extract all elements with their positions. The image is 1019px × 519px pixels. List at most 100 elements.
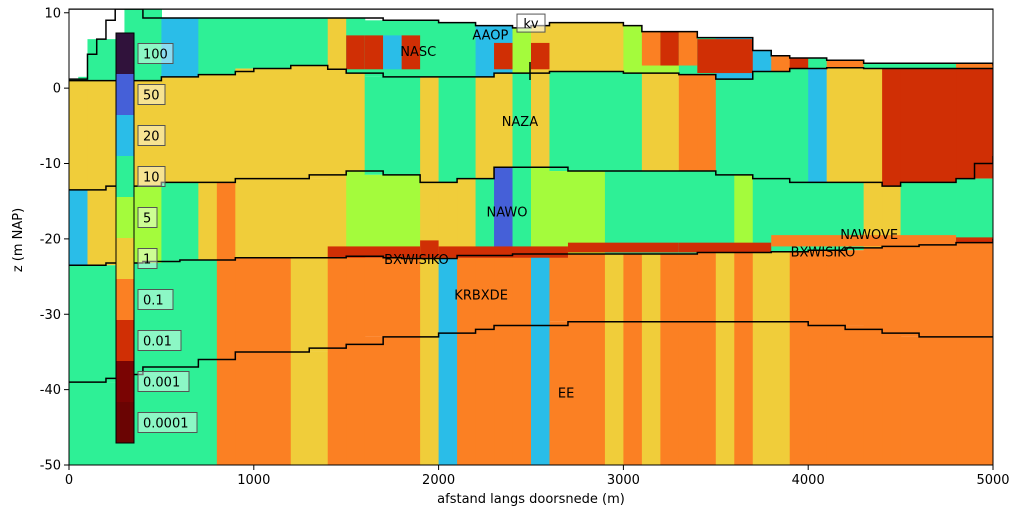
x-axis: 0 1000 2000 3000 4000 5000	[65, 465, 1010, 488]
layer-cell	[216, 182, 236, 260]
layer-cell	[438, 22, 458, 77]
thin-layer	[494, 42, 513, 70]
layer-cell	[789, 68, 809, 183]
layer-boundary-line	[69, 64, 993, 82]
layer-cell	[956, 178, 993, 243]
colorbar-label: 10	[143, 171, 160, 186]
layer-cell	[494, 325, 514, 465]
layer-cell	[900, 68, 957, 183]
layer-cell	[660, 171, 680, 254]
colorbar-segment	[116, 33, 134, 75]
layer-cell	[235, 257, 292, 352]
layer-cell	[734, 321, 754, 465]
layer-cell	[69, 265, 89, 383]
colorbar-segment	[116, 238, 134, 280]
layer-cell	[290, 65, 329, 179]
layer-cell	[604, 22, 624, 72]
layer-label: NAZA	[502, 115, 539, 130]
layer-cell	[161, 76, 199, 183]
layer-cell	[290, 178, 329, 258]
layer-cell	[863, 329, 883, 465]
x-tick-label: 1000	[237, 473, 270, 488]
colorbar-segment	[116, 361, 134, 403]
layer-cell	[235, 18, 292, 69]
layer-cell	[549, 253, 606, 322]
layer-cell	[752, 252, 772, 322]
colorbar-segment	[116, 197, 134, 239]
layer-cell	[808, 57, 828, 69]
layer-cell	[752, 71, 772, 179]
thin-layer	[678, 31, 698, 66]
layer-cell	[457, 22, 477, 77]
layer-cell	[789, 182, 809, 252]
thin-layer	[401, 35, 421, 70]
layer-cell	[549, 22, 606, 72]
layer-cell	[678, 253, 698, 322]
thin-layer	[660, 31, 679, 66]
y-axis-label: z (m NAP)	[11, 208, 26, 272]
layer-cell	[549, 71, 606, 172]
layer-cell	[678, 74, 698, 172]
layer-cell	[752, 50, 772, 72]
layer-cell	[235, 68, 292, 179]
colorbar-label: 0.1	[143, 294, 164, 309]
plot-frame	[68, 8, 994, 466]
layer-cell	[512, 167, 532, 254]
layer-cell	[826, 67, 865, 183]
layer-label: NAWO	[486, 206, 527, 221]
layer-cell	[161, 261, 199, 368]
layer-cell	[549, 171, 606, 254]
layer-cell	[457, 255, 477, 334]
layer-cell	[882, 333, 902, 465]
colorbar-label-box	[137, 84, 166, 105]
thin-layer	[641, 31, 661, 66]
layer-cell	[327, 174, 347, 258]
layer-cell	[623, 73, 643, 172]
layer-cell	[641, 321, 661, 465]
layer-cell	[494, 255, 514, 326]
layer-cell	[69, 80, 89, 190]
layer-cell	[475, 255, 495, 330]
layer-cell	[956, 242, 993, 337]
colorbar-label: 5	[143, 212, 151, 227]
layer-cell	[771, 321, 791, 465]
layer-cell	[900, 63, 957, 69]
layer-cell	[161, 182, 199, 262]
layer-cell	[494, 73, 514, 168]
thin-layer	[567, 242, 679, 253]
layer-cell	[457, 76, 477, 179]
layer-boundary-line	[69, 9, 993, 80]
thin-layer	[531, 42, 550, 70]
layer-cell	[290, 18, 329, 66]
layer-cell	[956, 336, 993, 465]
colorbar-label: 50	[143, 89, 160, 104]
colorbar-label: 100	[143, 48, 168, 63]
colorbar-segment	[116, 115, 134, 157]
layer-cell	[494, 167, 514, 256]
layer-cell	[808, 325, 828, 465]
layer-cell	[623, 25, 643, 74]
layer-cell	[364, 336, 421, 465]
layer-cell	[623, 321, 643, 465]
layer-cell	[216, 18, 236, 75]
layer-cell	[863, 182, 883, 248]
colorbar-label-box	[137, 207, 158, 228]
layer-cell	[512, 253, 532, 326]
colorbar-label-box	[137, 289, 174, 310]
colorbar-segment	[116, 279, 134, 321]
layer-boundaries	[69, 9, 993, 383]
thin-layer	[420, 240, 439, 258]
layer-cell	[346, 256, 366, 345]
colorbar-label-box	[137, 371, 190, 392]
layer-cell	[290, 351, 329, 465]
layer-label: kv	[523, 17, 539, 32]
layer-cell	[235, 178, 292, 258]
layer-cell	[882, 68, 902, 187]
layer-cell	[863, 247, 883, 330]
layer-cell	[346, 171, 366, 257]
layer-boundary-line	[69, 9, 993, 66]
colorbar-label-box	[137, 248, 158, 269]
layer-cell	[438, 76, 458, 183]
layer-label: NASC	[400, 45, 436, 60]
